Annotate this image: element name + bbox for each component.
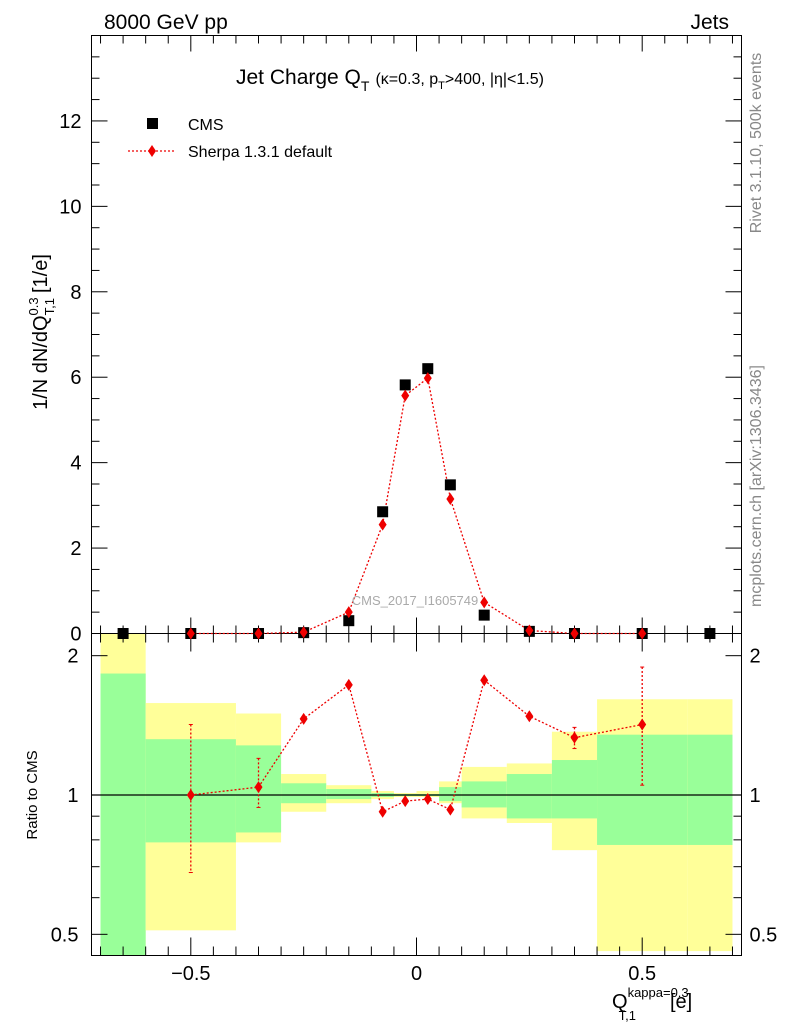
cms-point — [117, 628, 129, 639]
ratio-y-tick-label-right: 0.5 — [750, 924, 778, 946]
x-tick-label: 0 — [411, 963, 422, 985]
ratio-uncertainty-bands — [91, 633, 742, 956]
sherpa-ratio-point — [480, 674, 489, 687]
mcplots-reference-label: mcplots.cern.ch [arXiv:1306.3436] — [748, 365, 765, 607]
main-y-tick-label: 0 — [70, 624, 81, 646]
main-y-tick-label: 4 — [70, 453, 81, 475]
main-data-marks — [117, 363, 716, 640]
sherpa-ratio-point — [401, 795, 410, 808]
main-y-tick-label: 6 — [70, 367, 81, 389]
sherpa-point — [480, 596, 489, 609]
sherpa-line — [190, 376, 643, 635]
sherpa-ratio-point — [570, 731, 579, 744]
sherpa-ratio-point — [344, 678, 353, 691]
x-tick-label: −0.5 — [171, 963, 210, 985]
cms-point — [377, 506, 389, 518]
legend: CMS Sherpa 1.3.1 default — [128, 117, 333, 161]
cms-point — [704, 628, 716, 639]
inner-band-bin — [506, 774, 552, 819]
sherpa-point — [525, 624, 534, 637]
legend-sherpa-label: Sherpa 1.3.1 default — [188, 144, 333, 161]
main-y-tick-label: 12 — [59, 111, 81, 133]
ratio-y-tick-label: 0.5 — [51, 924, 79, 946]
legend-cms-label: CMS — [188, 117, 224, 134]
inner-band-bin — [326, 789, 372, 800]
process-label: Jets — [690, 11, 729, 34]
sherpa-ratio-line — [190, 679, 643, 813]
inner-band-bin — [100, 673, 146, 956]
x-axis-label: Qkappa=0.3 T,1[e] — [612, 985, 692, 1023]
sherpa-point — [344, 606, 353, 619]
inner-band-bin — [551, 760, 598, 819]
x-tick-label: 0.5 — [628, 963, 656, 985]
cms-point — [399, 379, 411, 391]
rivet-version-label: Rivet 3.1.10, 500k events — [748, 53, 765, 234]
ratio-y-tick-label: 1 — [67, 785, 78, 807]
ratio-data-marks — [186, 666, 647, 874]
sherpa-point — [378, 518, 387, 531]
sherpa-point — [401, 389, 410, 402]
sherpa-point — [423, 372, 432, 385]
legend-cms-marker — [147, 118, 158, 129]
main-y-tick-label: 2 — [70, 538, 81, 560]
main-y-tick-label: 8 — [70, 282, 81, 304]
sherpa-ratio-point — [446, 803, 455, 816]
sherpa-ratio-point — [423, 793, 432, 806]
sherpa-ratio-point — [186, 789, 195, 801]
sherpa-point — [254, 627, 263, 640]
ratio-y-tick-label: 2 — [67, 646, 78, 668]
sherpa-ratio-point — [525, 710, 534, 723]
main-y-axis-label: 1/N dN/dQ0.3T,1[1/e] — [26, 254, 57, 410]
sherpa-ratio-point — [254, 781, 263, 794]
sherpa-point — [446, 492, 455, 505]
analysis-watermark: CMS_2017_I1605749 — [352, 593, 479, 608]
sherpa-point — [299, 626, 308, 639]
inner-band-bin — [281, 783, 327, 804]
ratio-y-axis-label: Ratio to CMS — [24, 750, 41, 839]
inner-band-bin — [597, 734, 688, 845]
ratio-y-tick-label-right: 1 — [750, 785, 761, 807]
sherpa-ratio-point — [299, 712, 308, 725]
inner-band-bin — [439, 787, 462, 802]
inner-band-bin — [687, 734, 733, 845]
sherpa-point — [570, 627, 579, 640]
sherpa-point — [638, 627, 647, 640]
sherpa-point — [186, 627, 195, 640]
cms-point — [343, 615, 355, 627]
cms-point — [478, 609, 490, 621]
sherpa-ratio-point — [378, 805, 387, 818]
ratio-y-tick-label-right: 2 — [750, 646, 761, 668]
legend-sherpa-marker — [148, 145, 156, 157]
sherpa-ratio-point — [638, 718, 647, 731]
collision-label: 8000 GeV pp — [104, 11, 228, 34]
main-y-tick-label: 10 — [59, 196, 81, 218]
chart-title: Jet Charge QT (κ=0.3, pT>400, |η|<1.5) — [236, 66, 544, 94]
cms-point — [444, 479, 456, 491]
cms-point — [422, 363, 434, 375]
